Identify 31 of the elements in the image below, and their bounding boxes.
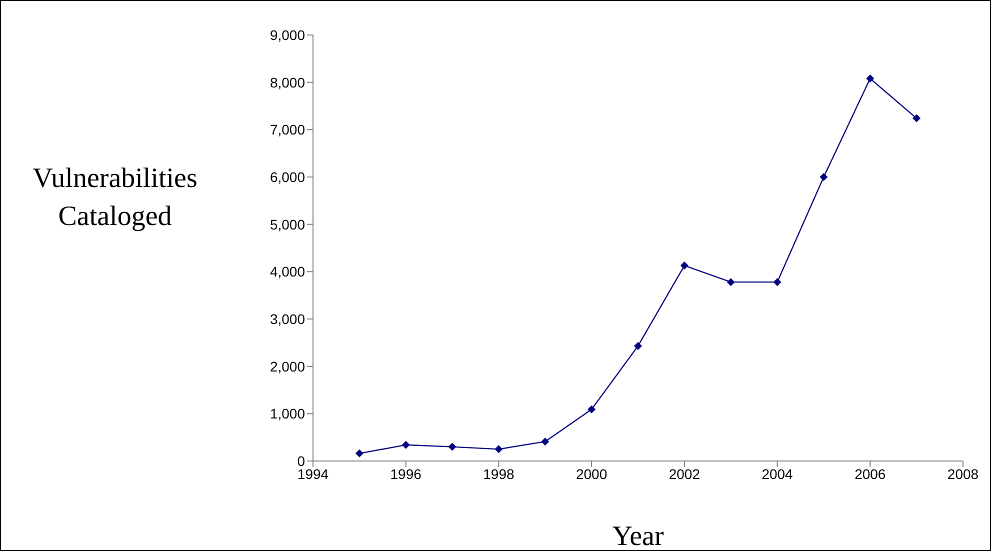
y-tick-label: 9,000 xyxy=(270,26,306,43)
point xyxy=(726,278,735,286)
point xyxy=(448,442,456,451)
point xyxy=(820,173,828,181)
x-tick-label: 2006 xyxy=(854,466,886,482)
x-tick-label: 2008 xyxy=(947,466,979,482)
x-tick-label: 1996 xyxy=(390,466,422,482)
x-tick-label: 2000 xyxy=(576,466,608,482)
point xyxy=(866,74,874,83)
point xyxy=(494,445,503,454)
point xyxy=(355,449,364,458)
y-tick-label: 5,000 xyxy=(270,216,306,232)
point xyxy=(773,278,782,286)
point xyxy=(541,438,550,446)
y-tick-label: 8,000 xyxy=(270,74,306,90)
y-tick-label: 3,000 xyxy=(270,310,306,327)
y-tick-label: 7,000 xyxy=(270,122,306,138)
y-tick-label: 1,000 xyxy=(270,406,306,422)
y-tick-label: 2,000 xyxy=(270,358,306,374)
point xyxy=(680,262,688,270)
point xyxy=(588,405,596,414)
y-tick-label: 6,000 xyxy=(270,168,306,185)
x-axis-title: Year xyxy=(612,521,664,552)
point xyxy=(634,342,642,350)
x-tick-label: 2002 xyxy=(668,466,700,482)
point xyxy=(912,114,921,122)
x-tick-label: 2004 xyxy=(762,466,794,482)
point xyxy=(402,440,410,449)
x-tick-label: 1998 xyxy=(483,466,514,482)
y-tick-label: 4,000 xyxy=(270,264,306,280)
y-axis-title: Vulnerabilities Cataloged xyxy=(32,162,198,234)
